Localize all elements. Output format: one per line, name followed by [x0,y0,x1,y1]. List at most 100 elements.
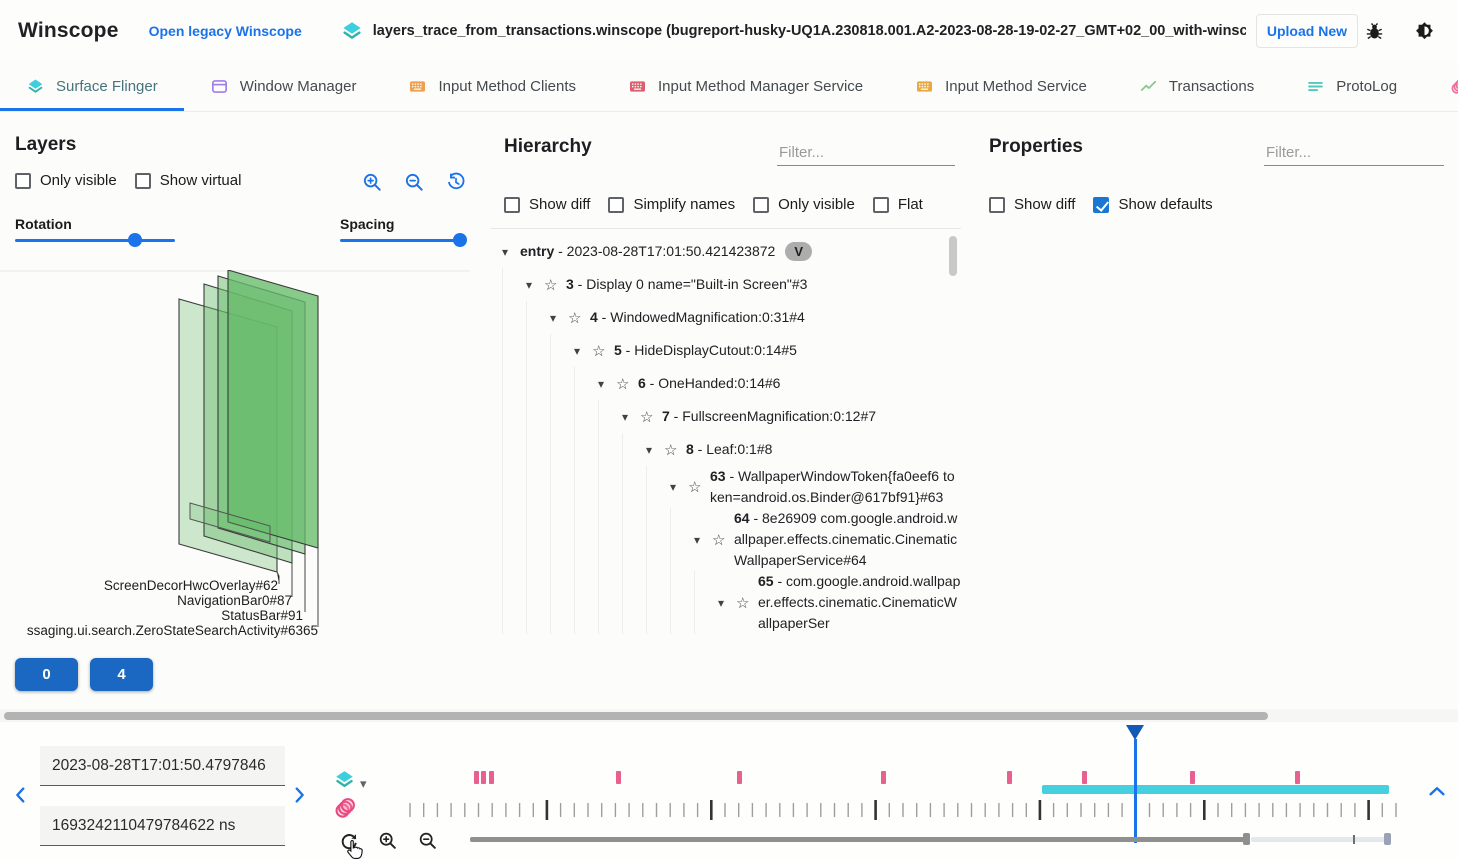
pin-star-icon[interactable]: ☆ [592,342,606,360]
upload-new-button[interactable]: Upload New [1255,14,1358,48]
range-handle-right[interactable] [1384,833,1391,845]
transition-marker[interactable] [489,771,494,784]
timeline-selection-bar[interactable] [1042,785,1389,794]
display-id-button[interactable]: 0 [15,658,78,691]
trace-selector-caret-icon[interactable]: ▾ [360,776,367,791]
pin-star-icon[interactable]: ☆ [640,408,654,426]
transition-marker[interactable] [881,771,886,784]
rotation-slider[interactable]: Rotation [15,216,175,247]
checkbox-show-diff[interactable]: Show diff [989,196,1075,213]
rotation-thumb[interactable] [128,233,142,247]
expand-arrow-icon[interactable]: ▾ [718,595,725,610]
checkbox-box[interactable] [504,196,520,213]
range-handle-left[interactable] [1243,833,1250,845]
pin-star-icon[interactable]: ☆ [736,594,750,612]
tree-node-7[interactable]: ▾ ☆ 7 - FullscreenMagnification:0:12#7 [490,400,961,433]
timestamp-input[interactable] [40,746,285,786]
transition-marker[interactable] [616,771,621,784]
tree-node-65[interactable]: ▾ ☆ 65 - com.google.android.wallpaper.effe… [490,571,961,634]
playhead-handle[interactable] [1126,725,1144,740]
pin-star-icon[interactable]: ☆ [544,276,558,294]
expand-arrow-icon[interactable]: ▾ [670,480,677,494]
tree-node-64[interactable]: ▾ ☆ 64 - 8e26909 com.google.android.wallpa… [490,508,961,571]
reset-zoom-button[interactable] [338,830,360,852]
next-entry-button[interactable] [288,784,310,806]
expand-arrow-icon[interactable]: ▾ [574,343,581,358]
tab-window-manager[interactable]: Window Manager [184,62,383,111]
surfaceflinger-trace-icon[interactable] [333,768,356,791]
timeline-zoom-out-button[interactable] [417,830,438,851]
tree-node-6[interactable]: ▾ ☆ 6 - OneHanded:0:14#6 [490,367,961,400]
layers-3d-view[interactable] [0,270,490,650]
expand-arrow-icon[interactable]: ▾ [502,244,509,259]
checkbox-show-diff[interactable]: Show diff [504,196,590,213]
checkbox-box[interactable] [134,172,151,189]
timeline-zoom-in-button[interactable] [377,830,398,851]
checkbox-only-visible[interactable]: Only visible [15,172,117,189]
timestamp-ns-input[interactable] [40,806,285,846]
checkbox-box[interactable] [753,196,770,213]
tree-node-3[interactable]: ▾ ☆ 3 - Display 0 name="Built-in Screen"#3 [490,268,961,301]
transition-marker[interactable] [1007,771,1012,784]
tab-input-method-manager-service[interactable]: Input Method Manager Service [602,62,889,111]
layer-label[interactable]: NavigationBar0#87 [177,593,292,608]
transition-marker[interactable] [474,771,479,784]
checkbox-box[interactable] [989,196,1005,213]
transitions-trace-icon[interactable] [332,795,358,821]
layer-label[interactable]: ScreenDecorHwcOverlay#62 [103,578,278,593]
transition-marker[interactable] [1190,771,1195,784]
layer-label[interactable]: StatusBar#91 [221,608,303,623]
stack-id-button[interactable]: 4 [90,658,153,691]
zoom-in-button[interactable] [360,170,384,194]
prev-entry-button[interactable] [10,784,32,806]
main-scrollbar-thumb[interactable] [4,712,1268,720]
checkbox-flat[interactable]: Flat [872,196,923,213]
transition-marker[interactable] [1082,771,1087,784]
hierarchy-scrollbar[interactable] [949,236,957,276]
theme-toggle-button[interactable] [1408,15,1440,47]
pin-star-icon[interactable]: ☆ [712,531,726,549]
transition-marker[interactable] [481,771,486,784]
timeline-range-scrollbar[interactable] [470,837,1247,842]
expand-arrow-icon[interactable]: ▾ [550,310,557,325]
tree-node-5[interactable]: ▾ ☆ 5 - HideDisplayCutout:0:14#5 [490,334,961,367]
tab-input-method-service[interactable]: Input Method Service [889,62,1113,111]
transition-marker[interactable] [1295,771,1300,784]
pin-star-icon[interactable]: ☆ [616,375,630,393]
properties-filter-input[interactable] [1264,140,1444,166]
checkbox-show-defaults[interactable]: Show defaults [1093,196,1213,213]
expand-arrow-icon[interactable]: ▾ [646,442,653,457]
pin-star-icon[interactable]: ☆ [664,441,678,459]
tree-node-8[interactable]: ▾ ☆ 8 - Leaf:0:1#8 [490,433,961,466]
spacing-track[interactable] [340,233,467,247]
checkbox-show-virtual[interactable]: Show virtual [134,172,241,189]
expand-arrow-icon[interactable]: ▾ [622,409,629,424]
spacing-slider[interactable]: Spacing [340,216,467,247]
tab-surface-flinger[interactable]: Surface Flinger [0,62,184,111]
open-legacy-link[interactable]: Open legacy Winscope [148,23,302,39]
checkbox-simplify-names[interactable]: Simplify names [608,196,735,213]
reset-view-button[interactable] [444,170,468,194]
layer-label[interactable]: ssaging.ui.search.ZeroStateSearchActivit… [26,623,318,638]
expand-arrow-icon[interactable]: ▾ [598,376,605,391]
tab-tra[interactable]: Tra [1423,62,1458,111]
checkbox-box[interactable] [15,172,31,189]
rotation-track[interactable] [15,233,175,247]
hierarchy-filter-input[interactable] [777,140,955,166]
expand-arrow-icon[interactable]: ▾ [526,277,533,292]
tab-protolog[interactable]: ProtoLog [1280,62,1423,111]
zoom-out-button[interactable] [402,170,426,194]
pin-star-icon[interactable]: ☆ [568,309,582,327]
checkbox-box[interactable] [872,196,889,213]
tab-transactions[interactable]: Transactions [1113,62,1280,111]
checkbox-box[interactable] [1093,196,1110,213]
report-bug-button[interactable] [1358,15,1390,47]
checkbox-only-visible[interactable]: Only visible [753,196,855,213]
transition-marker[interactable] [737,771,742,784]
pin-star-icon[interactable]: ☆ [688,479,702,496]
timeline-ruler[interactable] [405,798,1400,822]
tab-input-method-clients[interactable]: Input Method Clients [382,62,602,111]
tree-node-63[interactable]: ▾ ☆ 63 - WallpaperWindowToken{fa0eef6 toke… [490,466,961,508]
tree-node-entry[interactable]: ▾ entry - 2023-08-28T17:01:50.421423872 V [490,235,961,268]
expand-timeline-button[interactable] [1426,780,1448,802]
